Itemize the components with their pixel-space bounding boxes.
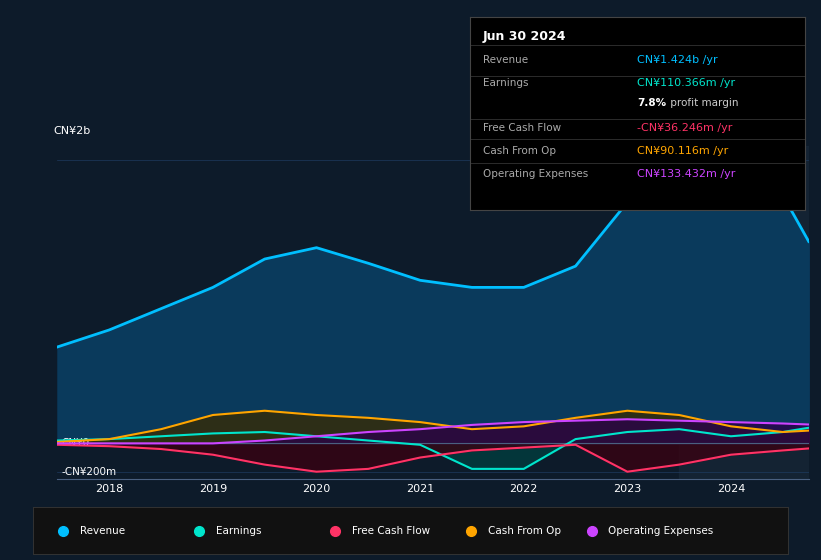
Text: CN¥0: CN¥0 bbox=[62, 438, 89, 449]
Text: Cash From Op: Cash From Op bbox=[488, 526, 561, 535]
Bar bbox=[679, 146, 809, 479]
Text: profit margin: profit margin bbox=[667, 98, 739, 108]
Text: Earnings: Earnings bbox=[216, 526, 261, 535]
Text: Earnings: Earnings bbox=[483, 78, 529, 88]
Text: Free Cash Flow: Free Cash Flow bbox=[351, 526, 429, 535]
Text: CN¥133.432m /yr: CN¥133.432m /yr bbox=[637, 169, 736, 179]
Text: Free Cash Flow: Free Cash Flow bbox=[483, 123, 561, 133]
Text: CN¥2b: CN¥2b bbox=[53, 125, 91, 136]
Text: Revenue: Revenue bbox=[483, 55, 528, 66]
Text: CN¥110.366m /yr: CN¥110.366m /yr bbox=[637, 78, 736, 88]
Text: CN¥1.424b /yr: CN¥1.424b /yr bbox=[637, 55, 718, 66]
Text: -CN¥200m: -CN¥200m bbox=[62, 466, 117, 477]
Text: 7.8%: 7.8% bbox=[637, 98, 666, 108]
Text: Operating Expenses: Operating Expenses bbox=[608, 526, 713, 535]
Text: CN¥90.116m /yr: CN¥90.116m /yr bbox=[637, 146, 728, 156]
Text: Revenue: Revenue bbox=[80, 526, 125, 535]
Text: Jun 30 2024: Jun 30 2024 bbox=[483, 30, 566, 43]
Text: Cash From Op: Cash From Op bbox=[483, 146, 556, 156]
Text: Operating Expenses: Operating Expenses bbox=[483, 169, 589, 179]
Text: -CN¥36.246m /yr: -CN¥36.246m /yr bbox=[637, 123, 732, 133]
